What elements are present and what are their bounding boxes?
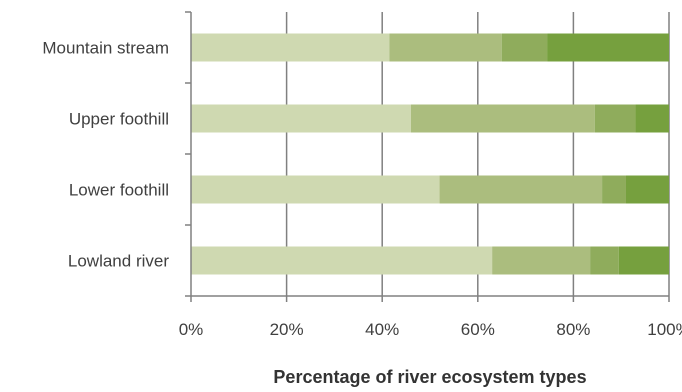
bar-segment <box>439 175 603 204</box>
bar-segment <box>410 104 595 133</box>
x-tick-label: 40% <box>365 320 399 339</box>
axes <box>185 11 669 297</box>
bar-segment <box>191 246 493 275</box>
category-label: Lowland river <box>68 252 169 271</box>
bar-segment <box>389 33 502 62</box>
category-label: Mountain stream <box>42 39 169 58</box>
x-tick-label: 20% <box>270 320 304 339</box>
bar-segment <box>618 246 669 275</box>
bar-segment <box>501 33 548 62</box>
bar-segment <box>594 104 636 133</box>
bar-segment <box>602 175 626 204</box>
category-label: Lower foothill <box>69 181 169 200</box>
x-tick-label: 80% <box>556 320 590 339</box>
bar-segment <box>547 33 669 62</box>
x-tick-labels: 0% 20% 40% 60% 80% 100% <box>179 320 682 339</box>
bar-segment <box>191 104 411 133</box>
bar-segment <box>191 175 440 204</box>
category-labels: Mountain stream Upper foothill Lower footh… <box>42 39 169 271</box>
bar-segment <box>590 246 619 275</box>
bar-segment <box>191 33 390 62</box>
bar-segment <box>635 104 669 133</box>
x-tick-label: 0% <box>179 320 204 339</box>
category-label: Upper foothill <box>69 110 169 129</box>
bar-segment <box>492 246 591 275</box>
x-tick-label: 60% <box>461 320 495 339</box>
bars <box>191 33 669 275</box>
x-tick-label: 100% <box>647 320 682 339</box>
x-axis-title: Percentage of river ecosystem types <box>273 367 586 387</box>
bar-segment <box>625 175 669 204</box>
